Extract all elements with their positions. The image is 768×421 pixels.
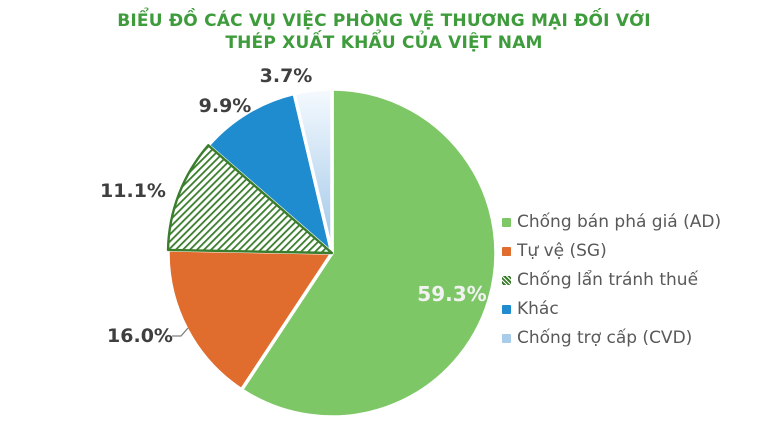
legend-label-ad: Chống bán phá giá (AD) (517, 212, 722, 232)
legend-item-sg: Tự vệ (SG) (502, 241, 721, 261)
chart-title-line2: THÉP XUẤT KHẨU CỦA VIỆT NAM (225, 33, 543, 53)
legend: Chống bán phá giá (AD) Tự vệ (SG) Chống … (502, 212, 721, 348)
pie-slices-group (166, 87, 498, 419)
data-label-ad: 59.3% (417, 282, 487, 306)
pie-slice-2 (166, 144, 334, 255)
data-label-cvd: 3.7% (259, 65, 313, 87)
legend-item-cvd: Chống trợ cấp (CVD) (502, 328, 721, 348)
legend-item-other: Khác (502, 299, 721, 319)
pie-slice-0 (239, 87, 498, 419)
legend-label-cvd: Chống trợ cấp (CVD) (517, 328, 693, 348)
legend-label-other: Khác (517, 299, 559, 319)
legend-label-circumvention: Chống lẩn tránh thuế (517, 270, 699, 290)
legend-marker-cvd (502, 333, 511, 343)
pie-slice-3 (206, 91, 334, 255)
legend-marker-circumvention (502, 275, 511, 285)
data-label-circumvention: 11.1% (100, 180, 166, 202)
legend-item-ad: Chống bán phá giá (AD) (502, 212, 721, 232)
label-leader-line (172, 327, 189, 337)
legend-marker-sg (502, 246, 511, 256)
legend-marker-other (502, 304, 511, 314)
pie-slice-4 (292, 87, 334, 255)
legend-item-circumvention: Chống lẩn tránh thuế (502, 270, 721, 290)
chart-title-line1: BIỂU ĐỒ CÁC VỤ VIỆC PHÒNG VỆ THƯƠNG MẠI … (117, 11, 651, 31)
legend-marker-ad (502, 217, 511, 227)
chart-title: BIỂU ĐỒ CÁC VỤ VIỆC PHÒNG VỆ THƯƠNG MẠI … (0, 10, 768, 54)
data-label-other: 9.9% (198, 95, 252, 117)
data-label-sg: 16.0% (107, 325, 173, 347)
legend-label-sg: Tự vệ (SG) (517, 241, 607, 261)
